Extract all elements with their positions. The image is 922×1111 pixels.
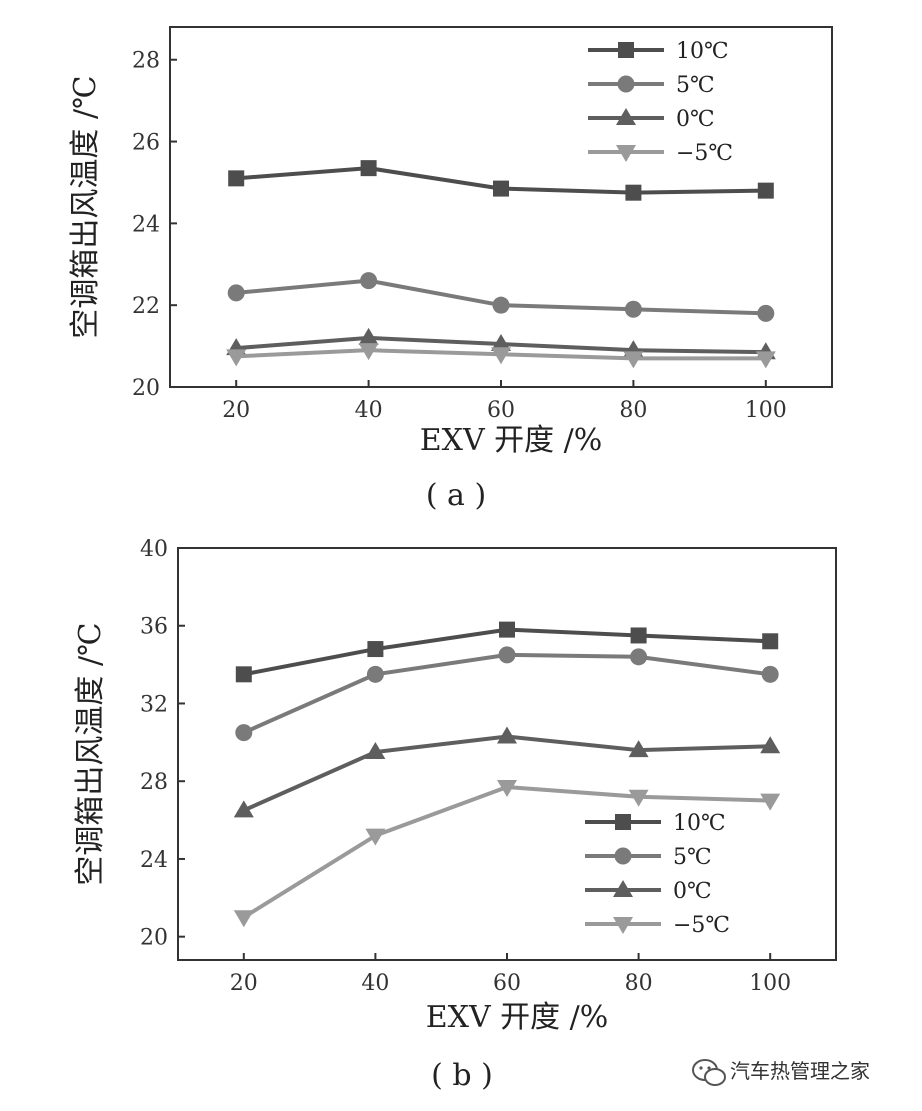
- legend-label: 5℃: [673, 845, 712, 870]
- x-tick-label: 80: [619, 398, 647, 423]
- legend-marker: [617, 75, 635, 93]
- x-tick-label: 20: [230, 971, 258, 996]
- data-point: [630, 648, 648, 666]
- data-point: [358, 327, 379, 345]
- legend: 10℃ 5℃ 0℃ −5℃: [585, 811, 730, 938]
- y-tick-label: 20: [140, 926, 168, 951]
- y-tick-label: 26: [132, 131, 160, 156]
- data-point: [365, 828, 386, 846]
- legend-marker: [616, 145, 636, 162]
- legend-label: 10℃: [673, 811, 726, 836]
- data-point: [367, 641, 384, 658]
- data-point: [226, 349, 247, 367]
- data-point: [360, 160, 377, 177]
- x-tick-label: 60: [487, 398, 515, 423]
- data-point: [499, 621, 515, 638]
- data-point: [227, 284, 245, 302]
- data-point: [365, 742, 386, 760]
- series-3: [226, 343, 776, 369]
- chart-b: 20 40 60 80 100 20 24 28 32 36 40 EXV 开度 /% 空调箱出风温度 …: [73, 537, 837, 1093]
- data-point: [755, 351, 776, 369]
- data-point: [757, 304, 775, 322]
- y-tick-label: 24: [140, 848, 168, 873]
- y-tick-label: 36: [140, 615, 168, 640]
- data-point: [628, 789, 649, 807]
- watermark-text: 汽车热管理之家: [730, 1059, 870, 1083]
- data-point: [491, 347, 511, 365]
- x-axis-title: EXV 开度 /%: [420, 423, 603, 458]
- legend-label: 0℃: [673, 879, 712, 904]
- data-point: [625, 184, 642, 201]
- watermark: 汽车热管理之家: [692, 1059, 870, 1086]
- x-axis-title: EXV 开度 /%: [426, 1000, 609, 1035]
- data-point: [623, 351, 644, 369]
- data-point: [366, 665, 384, 683]
- x-tick-label: 100: [749, 971, 791, 996]
- series-1: [227, 272, 775, 322]
- series-0: [235, 621, 779, 683]
- legend-marker: [613, 917, 633, 934]
- x-tick-label: 100: [745, 398, 787, 423]
- y-tick-label: 32: [140, 692, 168, 717]
- subfigure-caption: ( b ): [431, 1058, 493, 1093]
- plot-frame: [169, 26, 833, 388]
- chart-a: 20 40 60 80 100 20 22 24 26 28 EXV 开度 /% 空调箱出风温度 /℃…: [68, 26, 833, 513]
- data-point: [491, 334, 511, 352]
- y-axis-title: 空调箱出风温度 /℃: [73, 622, 108, 885]
- data-point: [760, 793, 781, 811]
- data-point: [233, 910, 254, 928]
- data-point: [628, 740, 649, 758]
- data-point: [358, 343, 379, 361]
- legend-label: −5℃: [673, 913, 730, 938]
- data-point: [233, 800, 254, 818]
- data-point: [762, 633, 779, 650]
- y-axis-title: 空调箱出风温度 /℃: [68, 75, 103, 338]
- y-tick-label: 40: [140, 537, 168, 562]
- y-tick-label: 20: [132, 376, 160, 401]
- series-line: [242, 652, 771, 735]
- subfigure-caption: ( a ): [426, 478, 486, 513]
- data-point: [497, 780, 517, 798]
- y-tick-label: 28: [132, 49, 160, 74]
- series-3: [233, 780, 781, 928]
- series-1: [235, 646, 779, 742]
- data-point: [492, 296, 510, 314]
- x-tick-label: 40: [361, 971, 389, 996]
- x-tick-label: 20: [222, 398, 250, 423]
- data-point: [228, 170, 245, 187]
- series-2: [233, 726, 781, 818]
- y-tick-label: 28: [140, 770, 168, 795]
- legend-label: 5℃: [676, 73, 715, 98]
- data-point: [760, 736, 781, 754]
- x-tick-label: 40: [355, 398, 383, 423]
- x-tick-label: 60: [493, 971, 521, 996]
- legend-marker: [618, 42, 634, 58]
- legend-marker: [615, 814, 631, 830]
- legend-marker: [614, 847, 632, 865]
- data-point: [235, 666, 252, 683]
- legend-marker: [613, 880, 633, 897]
- data-point: [497, 726, 517, 744]
- legend-label: 10℃: [676, 39, 729, 64]
- legend-marker: [616, 108, 636, 125]
- data-point: [761, 665, 779, 683]
- legend: 10℃ 5℃ 0℃ −5℃: [588, 39, 733, 166]
- x-tick-label: 80: [625, 971, 653, 996]
- data-point: [360, 272, 378, 290]
- wechat-icon: [692, 1059, 726, 1086]
- data-point: [498, 646, 516, 664]
- legend-label: 0℃: [676, 107, 715, 132]
- series-0: [228, 160, 774, 201]
- data-point: [630, 627, 647, 644]
- y-tick-label: 22: [132, 294, 160, 319]
- legend-label: −5℃: [676, 141, 733, 166]
- data-point: [624, 300, 642, 318]
- data-point: [235, 724, 253, 742]
- y-tick-label: 24: [132, 212, 160, 237]
- data-point: [493, 180, 509, 197]
- data-point: [757, 182, 774, 199]
